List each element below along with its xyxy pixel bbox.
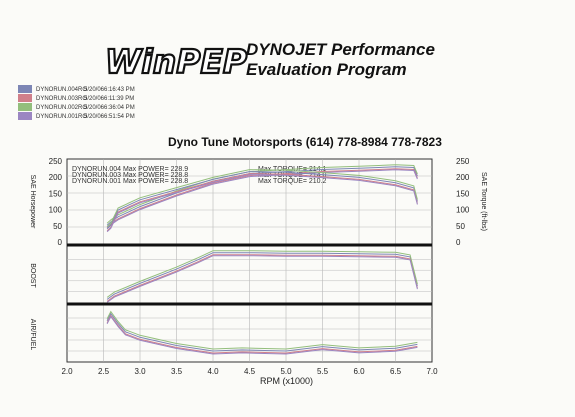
x-tick-label: 3.5 bbox=[171, 367, 183, 376]
y-tick-label: 100 bbox=[49, 206, 63, 215]
boost-series-line bbox=[106, 254, 418, 302]
program-title-line2: Evaluation Program bbox=[246, 60, 407, 79]
y2-axis-label: SAE Torque (ft-lbs) bbox=[480, 172, 487, 231]
power-series-line bbox=[106, 169, 418, 228]
x-tick-label: 3.0 bbox=[134, 367, 146, 376]
x-tick-label: 2.5 bbox=[98, 367, 110, 376]
y-tick-label: 200 bbox=[49, 173, 63, 182]
run-date: 5/20/06 bbox=[84, 87, 105, 93]
y-tick-label: 150 bbox=[49, 189, 63, 198]
max-annotation: DYNORUN.001 Max POWER= 228.8 bbox=[72, 178, 188, 185]
power-series-line bbox=[106, 171, 418, 230]
boost-series-line bbox=[106, 250, 418, 298]
y2-tick-label: 150 bbox=[456, 189, 470, 198]
afr-series-line bbox=[106, 315, 418, 355]
dyno-chart: 2.0 2.5 3.0 3.5 4.0 4.5 5.0 5.5 6.0 6.5 7.0 SAE Hor… bbox=[29, 157, 487, 376]
y2-tick-label: 250 bbox=[456, 157, 470, 166]
x-tick-label: 4.0 bbox=[207, 367, 219, 376]
power-series-line bbox=[106, 174, 418, 233]
program-title-line1: DYNOJET Performance bbox=[246, 40, 435, 59]
y-tick-label: 250 bbox=[49, 157, 63, 166]
power-series-line bbox=[106, 173, 418, 232]
run-swatch bbox=[18, 94, 32, 102]
y-axis-label: SAE Horsepower bbox=[29, 175, 36, 229]
run-time: 6:36:04 PM bbox=[104, 105, 135, 111]
boost-series-line bbox=[106, 252, 418, 300]
run-name: DYNORUN.002RO bbox=[36, 105, 87, 111]
boost-series-line bbox=[106, 255, 418, 303]
max-annotation: DYNORUN.003 Max POWER= 228.8 bbox=[72, 172, 188, 179]
run-swatch bbox=[18, 112, 32, 120]
x-tick-label: 4.5 bbox=[244, 367, 256, 376]
run-time: 6:51:54 PM bbox=[104, 114, 135, 120]
y2-tick-label: 200 bbox=[456, 173, 470, 182]
y-axis-label: BOOST bbox=[29, 263, 36, 288]
x-tick-label: 5.5 bbox=[317, 367, 329, 376]
run-name: DYNORUN.004RO bbox=[36, 87, 87, 93]
x-tick-label: 6.0 bbox=[353, 367, 365, 376]
power-series-line bbox=[106, 168, 418, 228]
y-tick-label: 50 bbox=[53, 222, 62, 231]
run-swatch bbox=[18, 85, 32, 93]
logo-text: WinPEP bbox=[105, 42, 247, 81]
run-date: 5/20/06 bbox=[84, 114, 105, 120]
run-date: 5/20/06 bbox=[84, 105, 105, 111]
run-time: 6:11:39 PM bbox=[104, 96, 134, 102]
run-name: DYNORUN.003RO bbox=[36, 96, 87, 102]
y2-tick-label: 50 bbox=[456, 222, 465, 231]
run-time: 6:16:43 PM bbox=[104, 87, 135, 93]
x-tick-label: 2.0 bbox=[61, 367, 73, 376]
winpep-logo: WinPEP bbox=[104, 41, 248, 82]
run-name: DYNORUN.001RO bbox=[36, 114, 87, 120]
x-tick-label: 7.0 bbox=[426, 367, 438, 376]
x-tick-label: 6.5 bbox=[390, 367, 402, 376]
run-swatch bbox=[18, 103, 32, 111]
max-annotation: Max TORQUE= 210.2 bbox=[258, 178, 327, 185]
x-axis-label: RPM (x1000) bbox=[260, 376, 313, 386]
y-tick-label: 0 bbox=[58, 238, 63, 247]
power-series-line bbox=[106, 169, 418, 229]
y2-tick-label: 0 bbox=[456, 238, 461, 247]
y-axis-label: AIR/FUEL bbox=[29, 319, 36, 351]
run-date: 5/20/06 bbox=[84, 96, 105, 102]
afr-series-line bbox=[106, 310, 418, 350]
afr-series-line bbox=[106, 312, 418, 352]
max-annotation: DYNORUN.004 Max POWER= 228.9 bbox=[72, 166, 188, 173]
shop-line: Dyno Tune Motorsports (614) 778-8984 778… bbox=[168, 135, 442, 149]
x-tick-label: 5.0 bbox=[280, 367, 292, 376]
afr-series-line bbox=[106, 314, 418, 354]
y2-tick-label: 100 bbox=[456, 206, 470, 215]
